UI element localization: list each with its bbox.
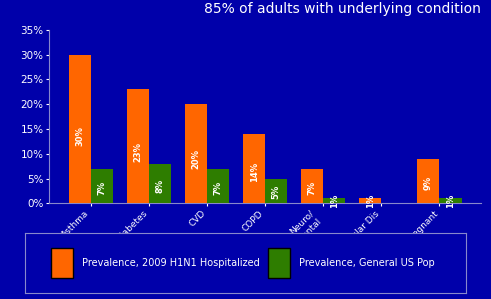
Text: 14%: 14% [249,162,259,182]
Text: 1%: 1% [446,194,455,208]
Text: 5%: 5% [272,185,281,199]
Bar [207,169,229,203]
Text: 1%: 1% [330,194,339,208]
FancyBboxPatch shape [51,248,73,278]
Bar [417,159,439,203]
Bar [301,169,323,203]
Bar [69,55,91,203]
Text: 7%: 7% [97,181,107,195]
Text: 9%: 9% [424,176,433,190]
Bar [185,104,207,203]
Text: Prevalence, 2009 H1N1 Hospitalized: Prevalence, 2009 H1N1 Hospitalized [82,258,260,268]
Text: Prevalence, General US Pop: Prevalence, General US Pop [299,258,434,268]
Text: 7%: 7% [308,181,317,195]
Text: 30%: 30% [75,126,84,147]
Bar [91,169,113,203]
FancyBboxPatch shape [268,248,290,278]
Text: 20%: 20% [191,149,200,169]
Bar [323,198,345,203]
Text: 7%: 7% [214,181,222,195]
Text: 1%: 1% [366,194,375,208]
Text: 8%: 8% [156,179,164,193]
Bar [127,89,149,203]
Text: 23%: 23% [134,142,142,162]
Bar [439,198,462,203]
Text: 85% of adults with underlying condition: 85% of adults with underlying condition [204,2,481,16]
Bar [265,179,287,203]
Bar [359,198,382,203]
Bar [149,164,171,203]
Bar [243,134,265,203]
